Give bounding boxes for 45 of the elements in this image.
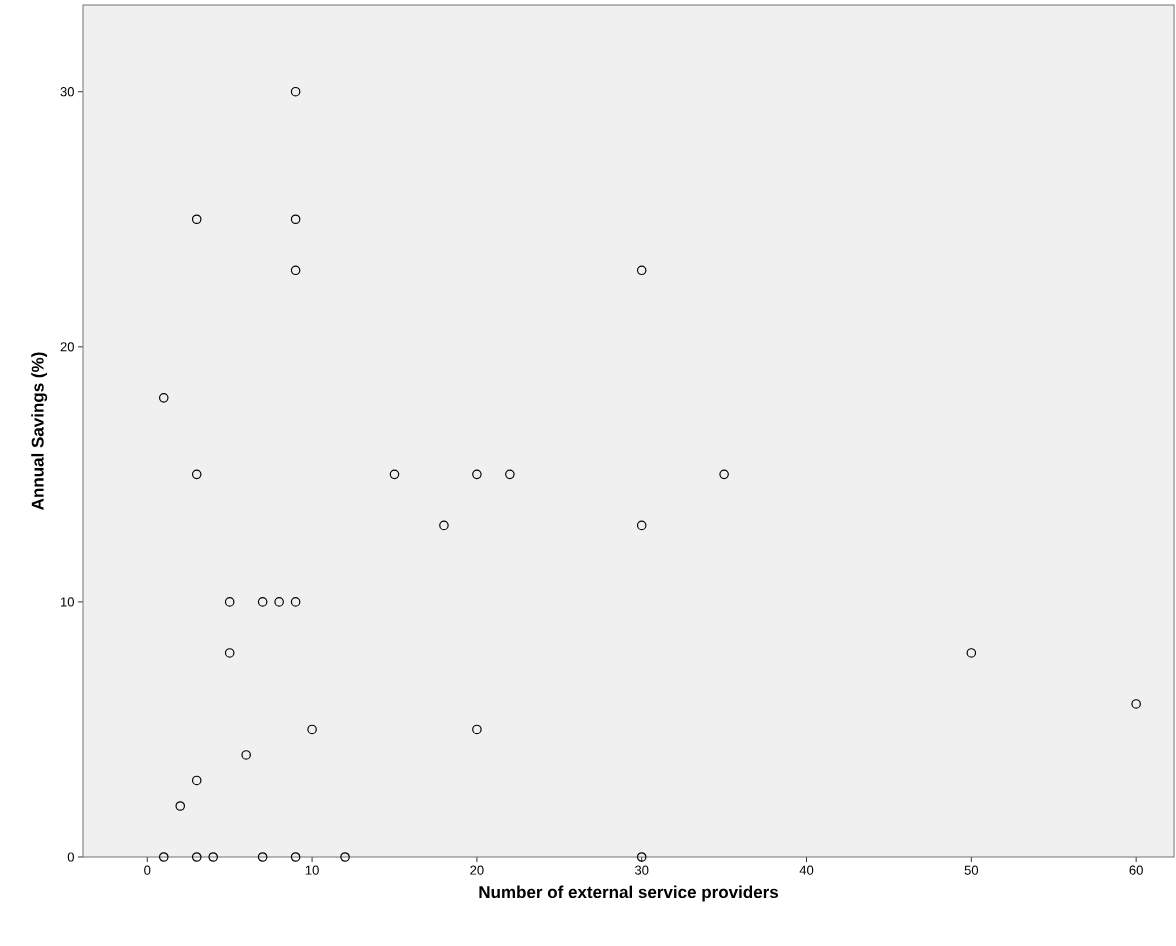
point bbox=[966, 648, 977, 658]
point bbox=[290, 852, 301, 862]
point bbox=[340, 852, 350, 862]
point bbox=[1131, 699, 1141, 709]
point bbox=[158, 852, 169, 862]
point bbox=[257, 852, 268, 862]
point bbox=[191, 775, 202, 786]
point bbox=[636, 852, 647, 862]
point bbox=[636, 520, 647, 531]
y-tick-label: 10 bbox=[61, 597, 74, 607]
point bbox=[241, 750, 251, 760]
point bbox=[290, 597, 301, 607]
point bbox=[191, 214, 202, 225]
x-tick-label: 30 bbox=[634, 865, 649, 875]
y-axis-title: Annual Savings (%) bbox=[31, 352, 48, 510]
point bbox=[290, 214, 301, 225]
point bbox=[472, 469, 482, 480]
x-tick-label: 60 bbox=[1129, 865, 1143, 875]
point bbox=[257, 597, 268, 607]
point bbox=[274, 597, 284, 607]
y-tick-label: 20 bbox=[60, 342, 74, 352]
x-tick-label: 10 bbox=[305, 865, 319, 875]
point bbox=[208, 852, 218, 862]
y-tick-label: 0 bbox=[67, 852, 74, 862]
x-tick-label: 20 bbox=[470, 865, 484, 875]
point bbox=[439, 520, 449, 531]
point bbox=[158, 393, 169, 403]
point bbox=[505, 469, 515, 480]
point bbox=[307, 724, 317, 735]
point bbox=[191, 469, 202, 480]
point bbox=[224, 597, 235, 607]
y-tick-label: 30 bbox=[60, 87, 74, 97]
x-tick-label: 50 bbox=[964, 865, 979, 875]
point bbox=[472, 724, 482, 735]
point bbox=[636, 265, 647, 276]
x-axis-title: Number of external service providers bbox=[479, 885, 779, 902]
point bbox=[290, 86, 301, 97]
point bbox=[224, 648, 235, 658]
point bbox=[290, 265, 301, 276]
point bbox=[191, 852, 202, 862]
x-tick-label: 0 bbox=[144, 865, 151, 875]
point bbox=[389, 469, 400, 480]
x-tick-label: 40 bbox=[799, 865, 814, 875]
point bbox=[719, 469, 729, 480]
point bbox=[175, 801, 186, 811]
